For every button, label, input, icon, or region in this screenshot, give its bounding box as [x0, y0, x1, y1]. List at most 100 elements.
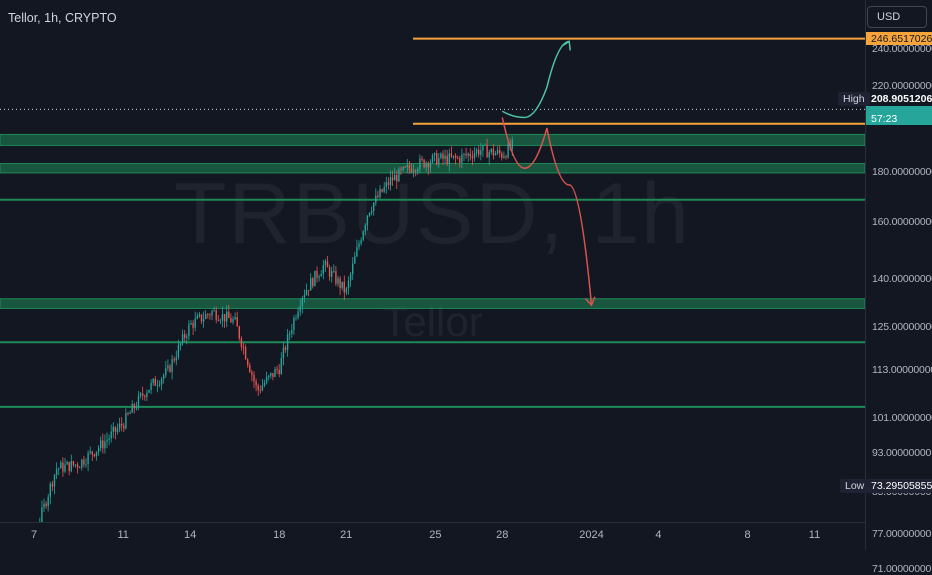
candle-body	[104, 441, 106, 449]
candle-body	[339, 278, 341, 289]
candle-body	[448, 153, 450, 165]
candle-body	[177, 345, 180, 358]
candle-body	[49, 483, 51, 497]
down-projection-arrowhead	[584, 296, 596, 307]
candle-body	[490, 148, 492, 153]
candle-body	[148, 389, 150, 393]
candle-body	[265, 377, 268, 383]
candle-body	[303, 294, 306, 298]
zone-band	[0, 163, 865, 174]
candle-body	[478, 149, 480, 155]
chart-pane[interactable]: TRBUSD, 1h Tellor Tellor, 1h, CRYPTO	[0, 0, 865, 522]
candle-body	[452, 155, 455, 157]
candle-body	[251, 372, 253, 376]
candle-body	[467, 153, 469, 156]
candle-body	[352, 263, 354, 275]
candle-body	[263, 382, 266, 386]
candle-body	[121, 423, 123, 426]
down-projection-path	[501, 117, 593, 306]
candle-body	[421, 158, 423, 160]
candle-body	[335, 271, 337, 284]
candle-body	[55, 468, 58, 475]
candle-body	[501, 153, 503, 158]
candle-body	[169, 365, 171, 372]
candle-body	[207, 314, 209, 315]
candle-body	[377, 195, 379, 198]
candle-body	[412, 170, 415, 173]
candle-body	[255, 381, 257, 386]
candle-body	[438, 157, 440, 165]
candle-body	[343, 281, 345, 293]
price-tick-label: 140.00000000	[872, 273, 932, 286]
candle-body	[223, 313, 226, 322]
candle-body	[118, 423, 121, 429]
candle-body	[110, 431, 112, 439]
candle-body	[295, 317, 297, 319]
candle-body	[270, 373, 272, 376]
candle-body	[492, 148, 495, 156]
candle-body	[60, 462, 62, 469]
candle-body	[402, 166, 404, 170]
candle-body	[345, 288, 348, 293]
candle-body	[47, 496, 49, 507]
high-tag: High	[838, 92, 870, 106]
candle-body	[440, 153, 442, 158]
candle-body	[274, 369, 276, 377]
up-projection-arrowhead	[561, 40, 571, 51]
price-tick-label: 113.00000000	[872, 364, 932, 377]
candle-body	[100, 440, 102, 449]
candle-body	[93, 454, 96, 457]
candle-body	[215, 310, 217, 320]
candle-body	[465, 153, 467, 156]
low-tag: Low	[840, 479, 870, 493]
candle-body	[154, 378, 156, 386]
candle-body	[406, 165, 408, 168]
price-scale[interactable]: 240.00000000 220.00000000 180.00000000 160.…	[865, 0, 932, 575]
candle-body	[226, 311, 228, 322]
candle-body	[400, 168, 402, 170]
candle-body	[95, 451, 98, 457]
candle-body	[457, 157, 459, 159]
candle-body	[236, 317, 238, 327]
chart-title: Tellor, 1h, CRYPTO	[8, 11, 117, 25]
candle-body	[167, 365, 169, 369]
candles-layer	[39, 136, 513, 522]
candle-body	[324, 261, 327, 266]
candle-body	[268, 375, 270, 378]
candle-body	[394, 174, 396, 181]
time-tick-label: 7	[30, 529, 38, 541]
candle-body	[473, 153, 476, 159]
candle-body	[238, 326, 240, 339]
price-tick-label: 160.00000000	[872, 216, 932, 229]
currency-button[interactable]: USD	[867, 6, 927, 28]
candle-body	[152, 378, 154, 383]
candle-body	[366, 215, 369, 226]
candle-body	[108, 438, 110, 440]
candle-body	[314, 270, 316, 287]
candle-body	[291, 330, 293, 334]
candle-body	[62, 462, 64, 472]
candle-body	[139, 393, 142, 396]
candle-body	[259, 389, 261, 391]
candle-body	[310, 278, 312, 291]
candle-body	[87, 452, 89, 464]
candle-body	[433, 153, 436, 156]
candle-body	[419, 158, 421, 170]
candle-body	[486, 144, 488, 158]
candle-body	[221, 313, 224, 321]
candle-body	[505, 156, 507, 158]
candle-body	[66, 461, 68, 465]
candle-body	[289, 333, 291, 335]
candle-body	[301, 297, 303, 307]
candle-body	[41, 507, 43, 522]
candle-body	[356, 247, 358, 257]
time-scale[interactable]: 7 11 14 18 21 25 28 2024 4 8 11	[0, 522, 865, 550]
candle-body	[488, 152, 490, 158]
candle-body	[228, 311, 230, 319]
price-chart[interactable]	[0, 0, 865, 522]
candle-body	[499, 150, 501, 154]
candle-body	[58, 468, 60, 470]
candle-body	[370, 210, 373, 213]
candle-body	[341, 281, 343, 289]
candle-body	[326, 261, 329, 268]
